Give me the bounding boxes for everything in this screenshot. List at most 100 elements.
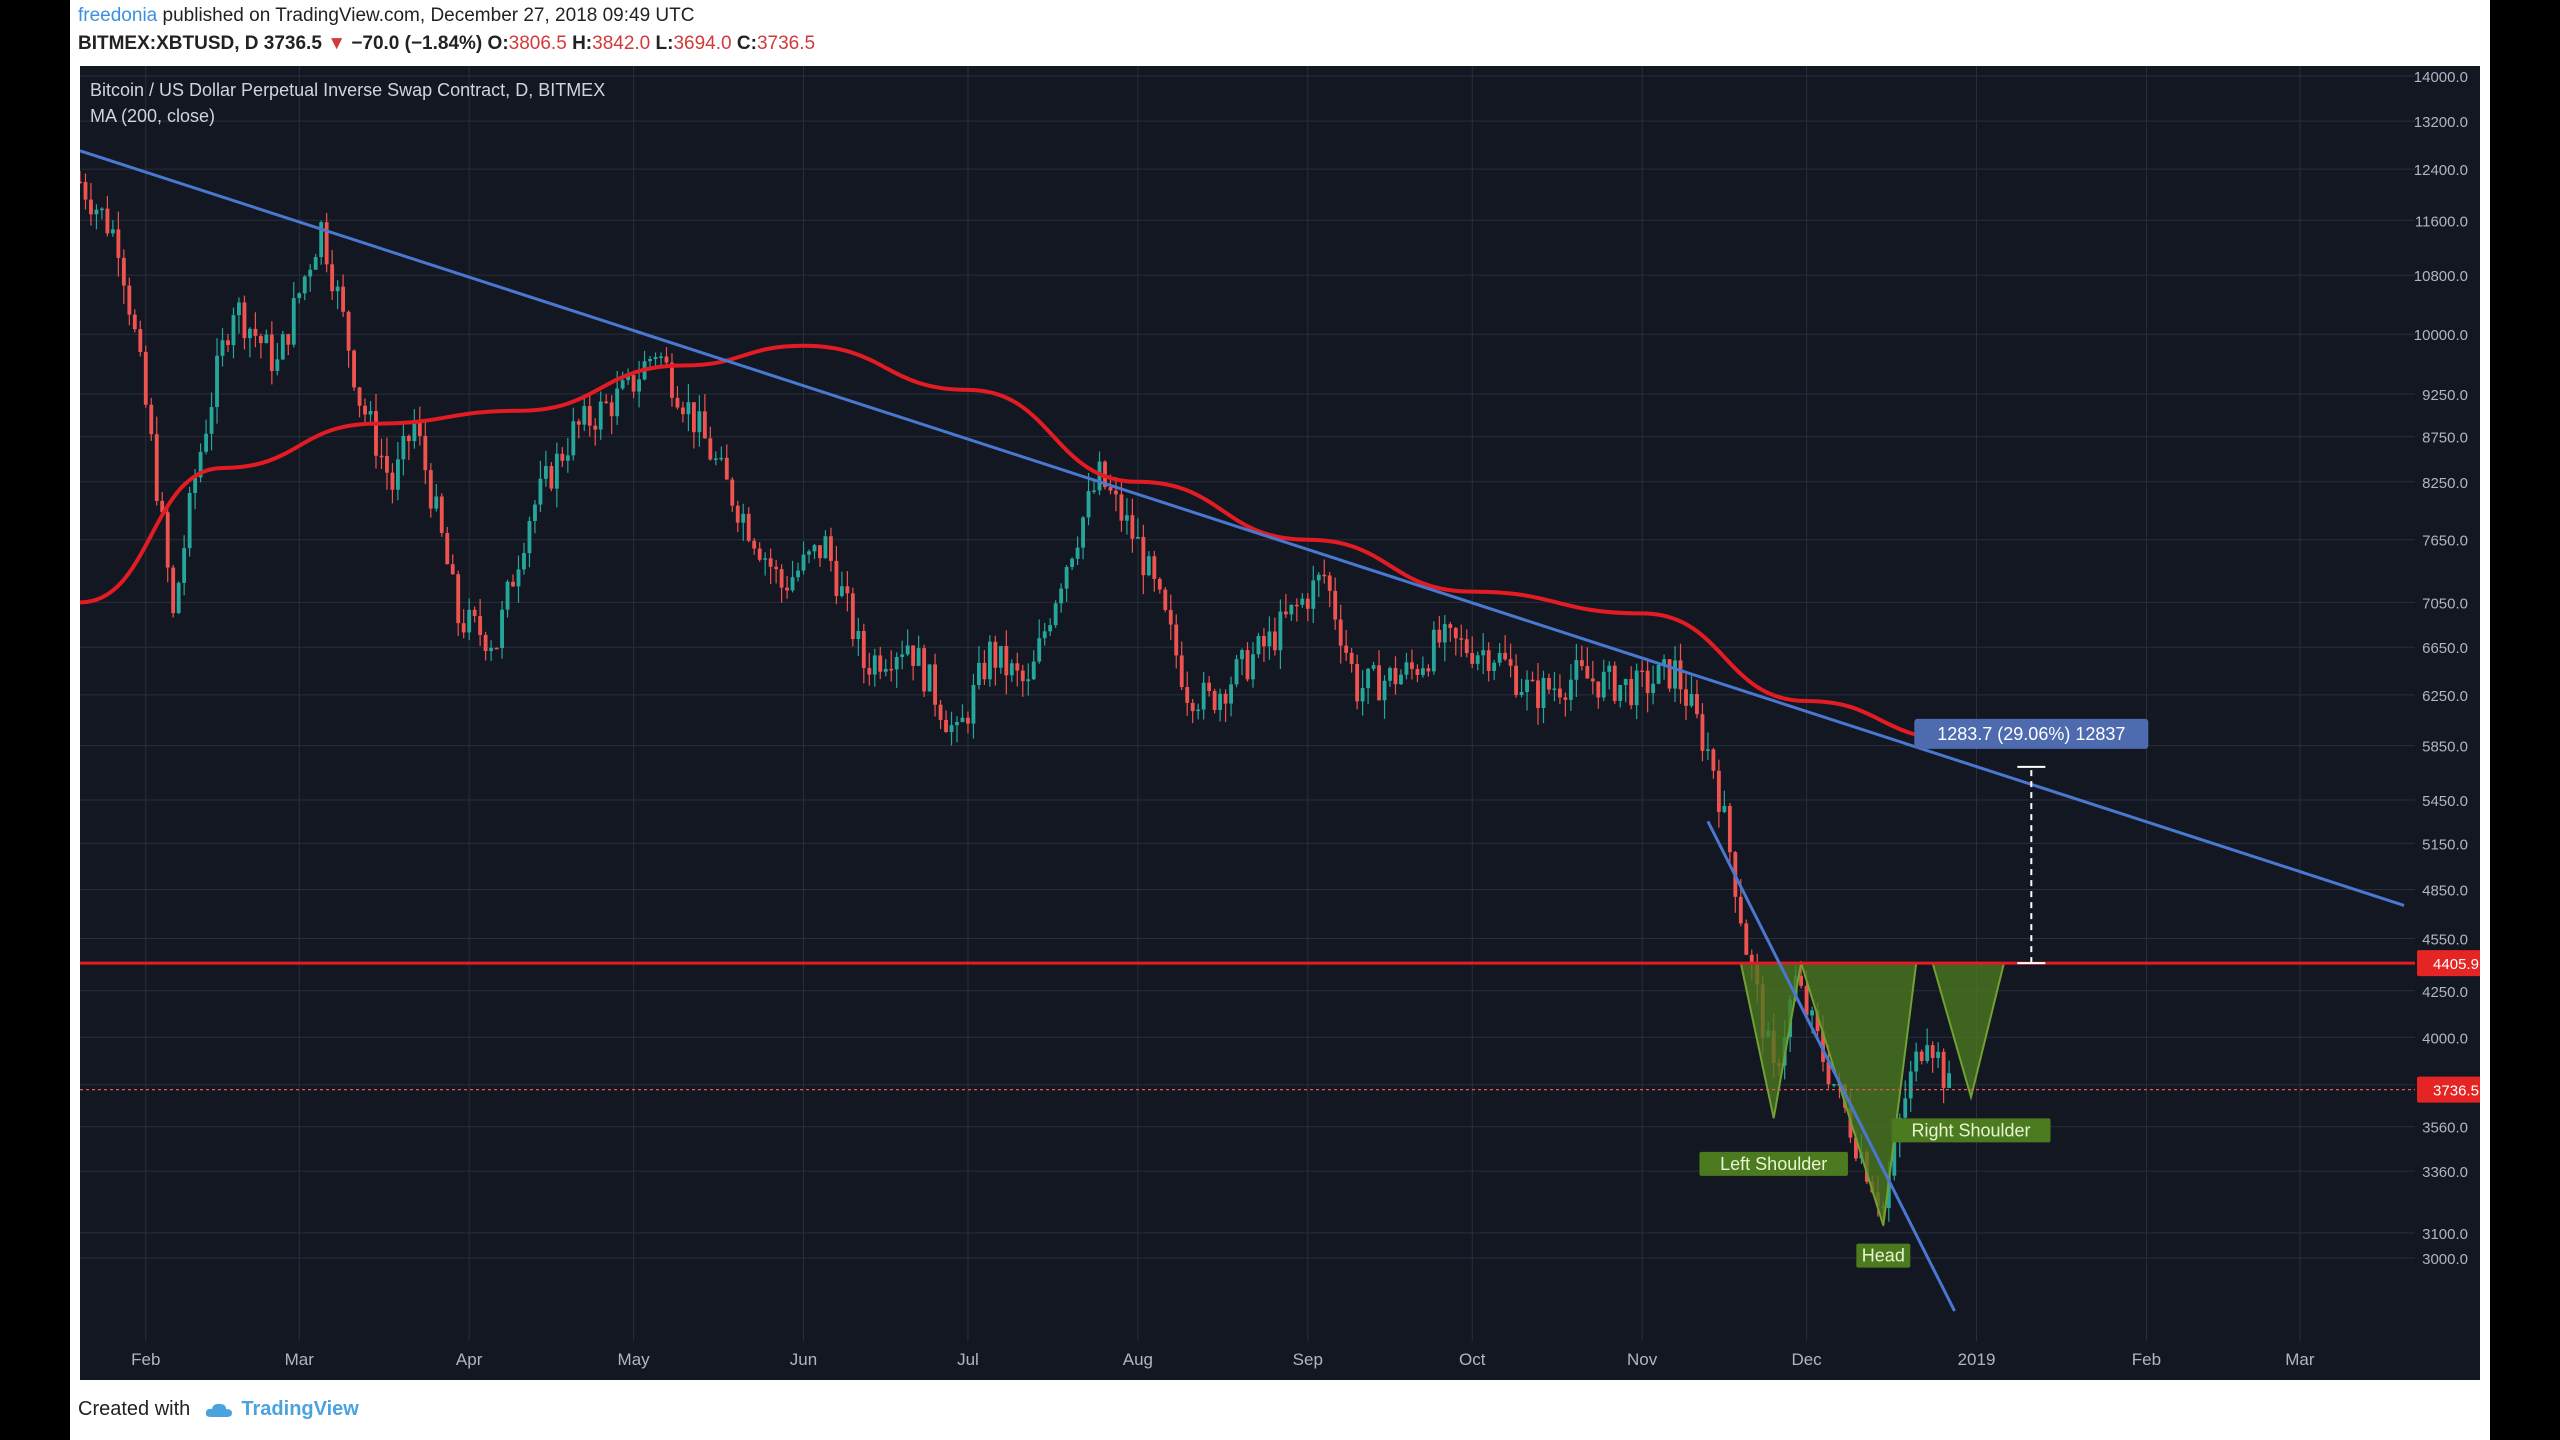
candle [757, 548, 762, 560]
candle [1075, 547, 1080, 559]
candle [505, 581, 510, 610]
candle [1190, 702, 1195, 712]
candle [659, 356, 663, 358]
candle [1640, 670, 1645, 673]
y-tick-label: 4250.0 [2422, 984, 2468, 1001]
candle [412, 421, 417, 442]
candle [500, 609, 504, 649]
candle [253, 328, 258, 336]
candle [226, 340, 230, 346]
candle [1744, 923, 1749, 955]
candle [1930, 1045, 1935, 1058]
candle [702, 411, 707, 439]
candle [1015, 663, 1020, 671]
candle [626, 375, 631, 381]
chart-area[interactable]: Left Shoulder Head Right Shoulder 1283.7 (… [80, 66, 2480, 1380]
low-label: L: [655, 33, 674, 54]
candle [697, 411, 702, 433]
candle [522, 553, 526, 570]
candle [1185, 687, 1190, 703]
candle [1804, 985, 1809, 1016]
candle [297, 293, 302, 298]
author-link[interactable]: freedonia [78, 5, 158, 26]
measure-label-bg [1914, 718, 2149, 749]
candle [1689, 693, 1694, 706]
candle [1267, 631, 1272, 647]
candle [1251, 654, 1255, 680]
candle [423, 435, 428, 471]
candle [1344, 645, 1349, 653]
candle [1333, 590, 1338, 620]
x-tick-label: Nov [1627, 1350, 1658, 1369]
candle [1886, 1175, 1891, 1208]
candle [1585, 666, 1590, 679]
candle [467, 609, 472, 633]
candle [867, 668, 872, 675]
candle [966, 717, 970, 724]
candle [1037, 638, 1042, 662]
candle [927, 664, 932, 692]
candle [1903, 1098, 1908, 1118]
created-with-label: Created with [78, 1398, 191, 1420]
candle [933, 664, 937, 705]
candle [313, 257, 318, 270]
candle [1377, 665, 1381, 701]
candle [708, 438, 713, 460]
candle [549, 466, 554, 489]
candle [165, 512, 170, 568]
candle [735, 505, 740, 523]
candle [1070, 558, 1075, 567]
time-axis [80, 1341, 2480, 1380]
candle [1240, 650, 1244, 660]
candle [763, 558, 768, 560]
y-tick-label: 11600.0 [2415, 213, 2468, 230]
candle [494, 647, 499, 650]
y-tick-label: 7650.0 [2422, 533, 2468, 550]
candle [905, 645, 910, 655]
candle [1157, 578, 1162, 590]
candle [1426, 668, 1431, 672]
candle [1700, 714, 1705, 751]
candle [1706, 749, 1710, 751]
candle [1925, 1045, 1930, 1061]
candle [911, 645, 916, 666]
candle [291, 297, 296, 345]
candle [215, 355, 219, 408]
candle [445, 532, 450, 565]
candle [560, 453, 565, 461]
candle [1738, 896, 1743, 924]
candle [1634, 670, 1639, 706]
publish-info: freedonia published on TradingView.com, … [78, 5, 694, 27]
neckline-price-tag: 4405.9 [2433, 956, 2479, 973]
y-tick-label: 10800.0 [2414, 268, 2468, 285]
candle [456, 574, 461, 624]
candle [878, 655, 883, 672]
candle [357, 387, 362, 406]
candle [1667, 659, 1672, 689]
candle [258, 335, 263, 344]
candle [872, 655, 877, 675]
measure-label: 1283.7 (29.06%) 12837 [1937, 724, 2125, 744]
price-chart[interactable]: Left Shoulder Head Right Shoulder 1283.7 (… [80, 66, 2480, 1380]
candle [527, 521, 532, 554]
y-tick-label: 4550.0 [2422, 931, 2468, 948]
candle [264, 334, 269, 344]
candle [1146, 556, 1151, 576]
head-label: Head [1862, 1246, 1905, 1266]
candle [801, 554, 806, 571]
candle [1404, 662, 1409, 675]
candle [1114, 490, 1118, 495]
candle [1382, 680, 1387, 701]
candle [110, 229, 115, 234]
candle [1947, 1073, 1952, 1088]
x-tick-label: Apr [456, 1350, 483, 1369]
tradingview-brand[interactable]: TradingView [241, 1398, 359, 1420]
candle [746, 513, 751, 541]
candle [330, 264, 335, 292]
candle [100, 208, 104, 211]
candle [83, 181, 88, 200]
y-tick-label: 14000.0 [2414, 69, 2468, 86]
candle [1410, 662, 1414, 670]
candle [324, 222, 329, 265]
candle [1914, 1051, 1919, 1072]
